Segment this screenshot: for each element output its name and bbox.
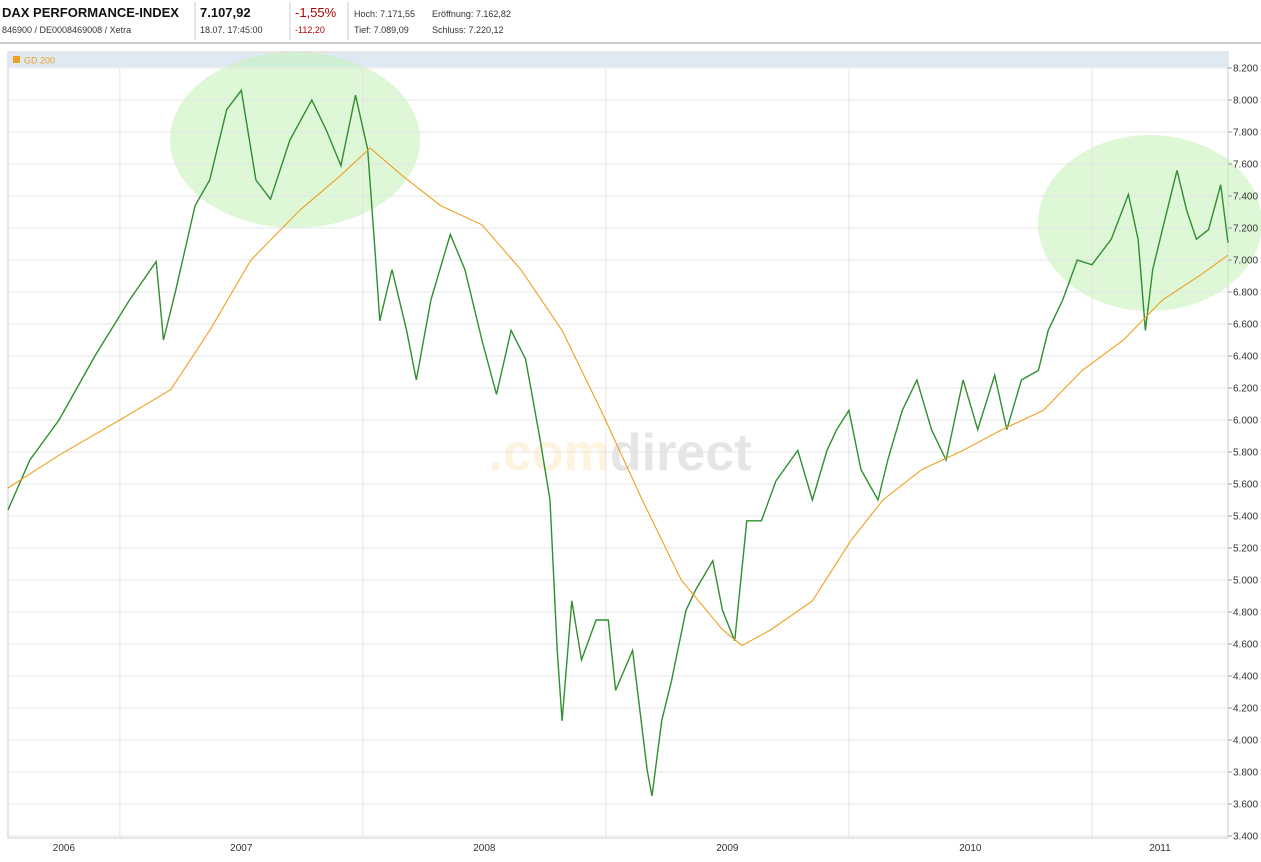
y-tick-label: 6.200 [1233, 384, 1258, 395]
x-tick-label: 2011 [1149, 843, 1171, 854]
price: 7.107,92 [200, 5, 251, 20]
y-tick-label: 3.800 [1233, 768, 1258, 779]
watermark-direct: direct [610, 424, 752, 482]
y-tick-label: 5.400 [1233, 512, 1258, 523]
x-tick-label: 2007 [230, 843, 253, 854]
watermark: .comdirect [489, 424, 752, 482]
y-tick-label: 7.600 [1233, 160, 1258, 171]
close: Schluss: 7.220,12 [432, 25, 504, 35]
y-tick-label: 7.000 [1233, 256, 1258, 267]
y-tick-label: 4.200 [1233, 704, 1258, 715]
x-tick-label: 2009 [716, 843, 739, 854]
y-tick-label: 3.600 [1233, 800, 1258, 811]
grid: 3.400 3.600 3.800 4.000 4.200 4.400 4.600 4.800… [8, 56, 1258, 854]
y-tick-label: 8.200 [1233, 64, 1258, 75]
y-tick-label: 4.600 [1233, 640, 1258, 651]
legend-swatch [13, 56, 20, 63]
time: 18.07. 17:45:00 [200, 25, 263, 35]
watermark-com: .com [489, 424, 610, 482]
legend-label: GD 200 [24, 56, 55, 66]
y-tick-label: 7.400 [1233, 192, 1258, 203]
subtitle: 846900 / DE0008469008 / Xetra [2, 25, 131, 35]
change-abs: -112,20 [295, 25, 325, 35]
y-tick-label: 5.600 [1233, 480, 1258, 491]
title: DAX PERFORMANCE-INDEX [2, 5, 179, 20]
series-line [7, 88, 1229, 797]
change-pct: -1,55% [295, 5, 337, 20]
y-tick-label: 5.000 [1233, 576, 1258, 587]
open: Eröffnung: 7.162,82 [432, 9, 511, 19]
y-tick-label: 4.400 [1233, 672, 1258, 683]
y-tick-label: 4.800 [1233, 608, 1258, 619]
y-tick-label: 6.800 [1233, 288, 1258, 299]
y-tick-label: 7.800 [1233, 128, 1258, 139]
y-tick-label: 6.400 [1233, 352, 1258, 363]
y-tick-label: 7.200 [1233, 224, 1258, 235]
x-tick-label: 2008 [473, 843, 496, 854]
y-tick-label: 4.000 [1233, 736, 1258, 747]
highlight-ellipse [170, 52, 420, 228]
marks [7, 88, 1229, 797]
highlight-ellipse [1038, 135, 1261, 311]
x-tick-label: 2006 [53, 843, 76, 854]
series-line [7, 147, 1229, 647]
low: Tief: 7.089,09 [354, 25, 409, 35]
x-tick-label: 2010 [959, 843, 982, 854]
legend-band [9, 53, 1227, 67]
high: Hoch: 7.171,55 [354, 9, 415, 19]
y-tick-label: 5.800 [1233, 448, 1258, 459]
y-tick-label: 6.600 [1233, 320, 1258, 331]
y-tick-label: 8.000 [1233, 96, 1258, 107]
y-tick-label: 5.200 [1233, 544, 1258, 555]
y-tick-label: 3.400 [1233, 832, 1258, 843]
y-tick-label: 6.000 [1233, 416, 1258, 427]
